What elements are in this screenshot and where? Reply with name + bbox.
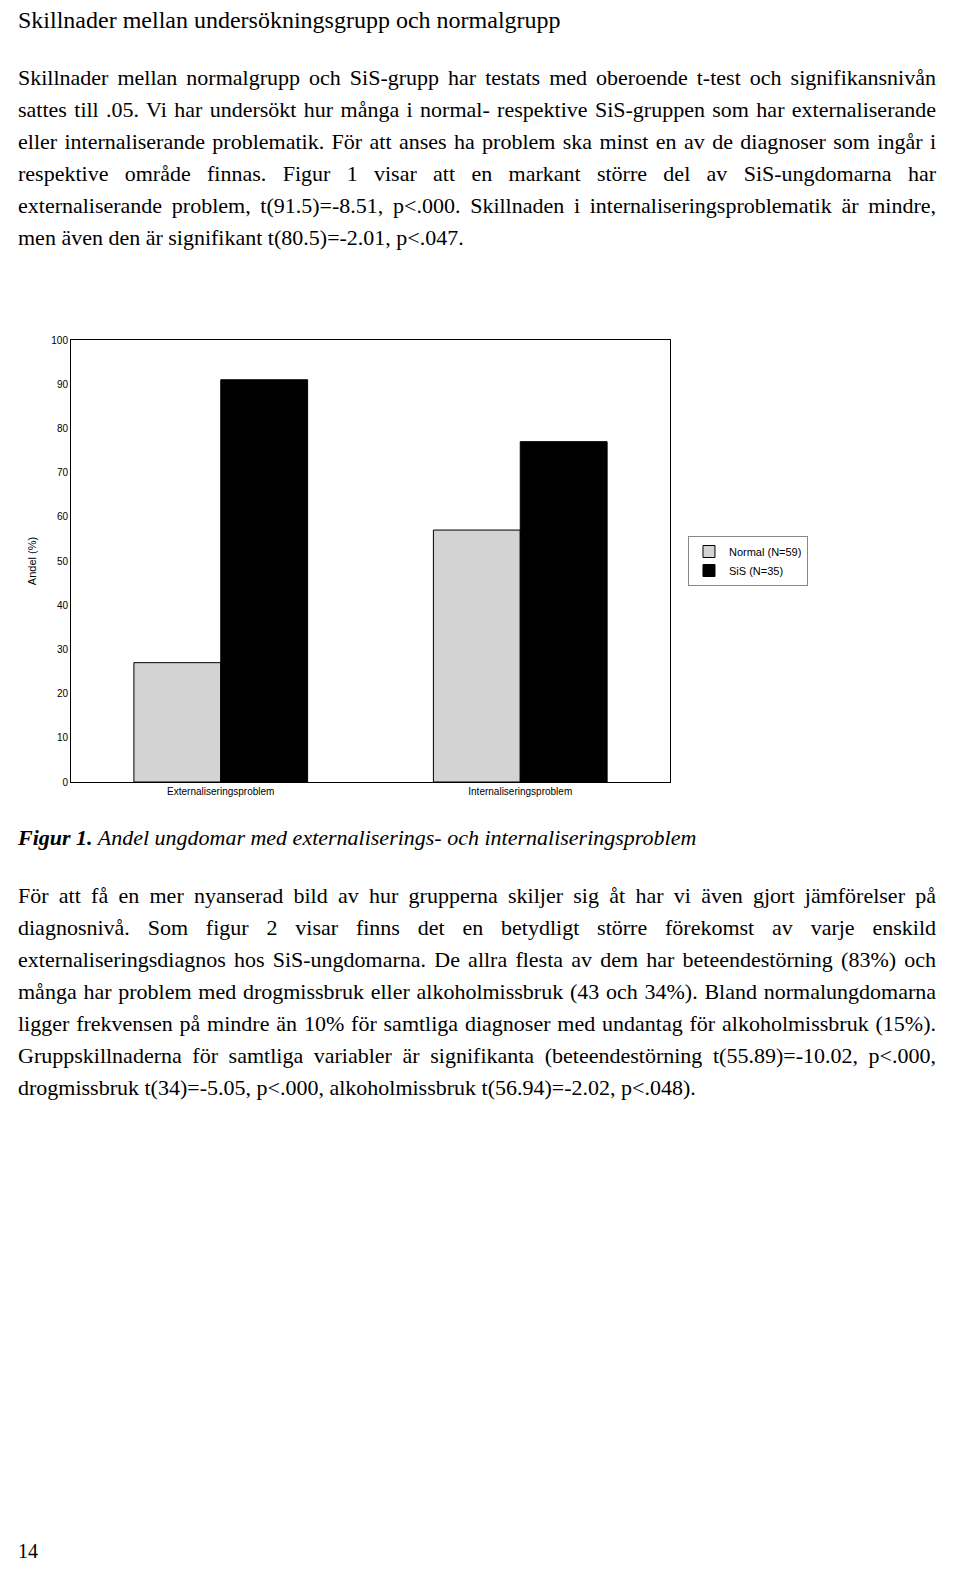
svg-text:Internaliseringsproblem: Internaliseringsproblem: [468, 786, 572, 797]
svg-text:30: 30: [57, 644, 69, 655]
svg-text:0: 0: [62, 777, 68, 788]
svg-text:100: 100: [51, 335, 68, 346]
svg-text:40: 40: [57, 600, 69, 611]
svg-text:Externaliseringsproblem: Externaliseringsproblem: [167, 786, 274, 797]
svg-text:SiS (N=35): SiS (N=35): [729, 565, 783, 577]
html-text:14: 14: [18, 1540, 38, 1562]
svg-text:10: 10: [57, 732, 69, 743]
svg-text:Normal (N=59): Normal (N=59): [729, 546, 801, 558]
svg-text:60: 60: [57, 511, 69, 522]
html-text:Skillnader mellan undersökning: Skillnader mellan undersökningsgrupp och…: [18, 7, 561, 33]
svg-text:70: 70: [57, 467, 69, 478]
svg-text:50: 50: [57, 556, 69, 567]
svg-text:80: 80: [57, 423, 69, 434]
html-text:Figur 1. Andel ungdomar med ex: Figur 1. Andel ungdomar med externaliser…: [18, 825, 697, 850]
svg-text:20: 20: [57, 688, 69, 699]
html-text:Skillnader mellan normalgrupp: Skillnader mellan normalgrupp och SiS-gr…: [18, 65, 936, 250]
svg-text:90: 90: [57, 379, 69, 390]
html-text:För att få en mer nyanserad bi: För att få en mer nyanserad bild av hur …: [18, 883, 936, 1100]
svg-text:Andel (%): Andel (%): [26, 537, 38, 585]
